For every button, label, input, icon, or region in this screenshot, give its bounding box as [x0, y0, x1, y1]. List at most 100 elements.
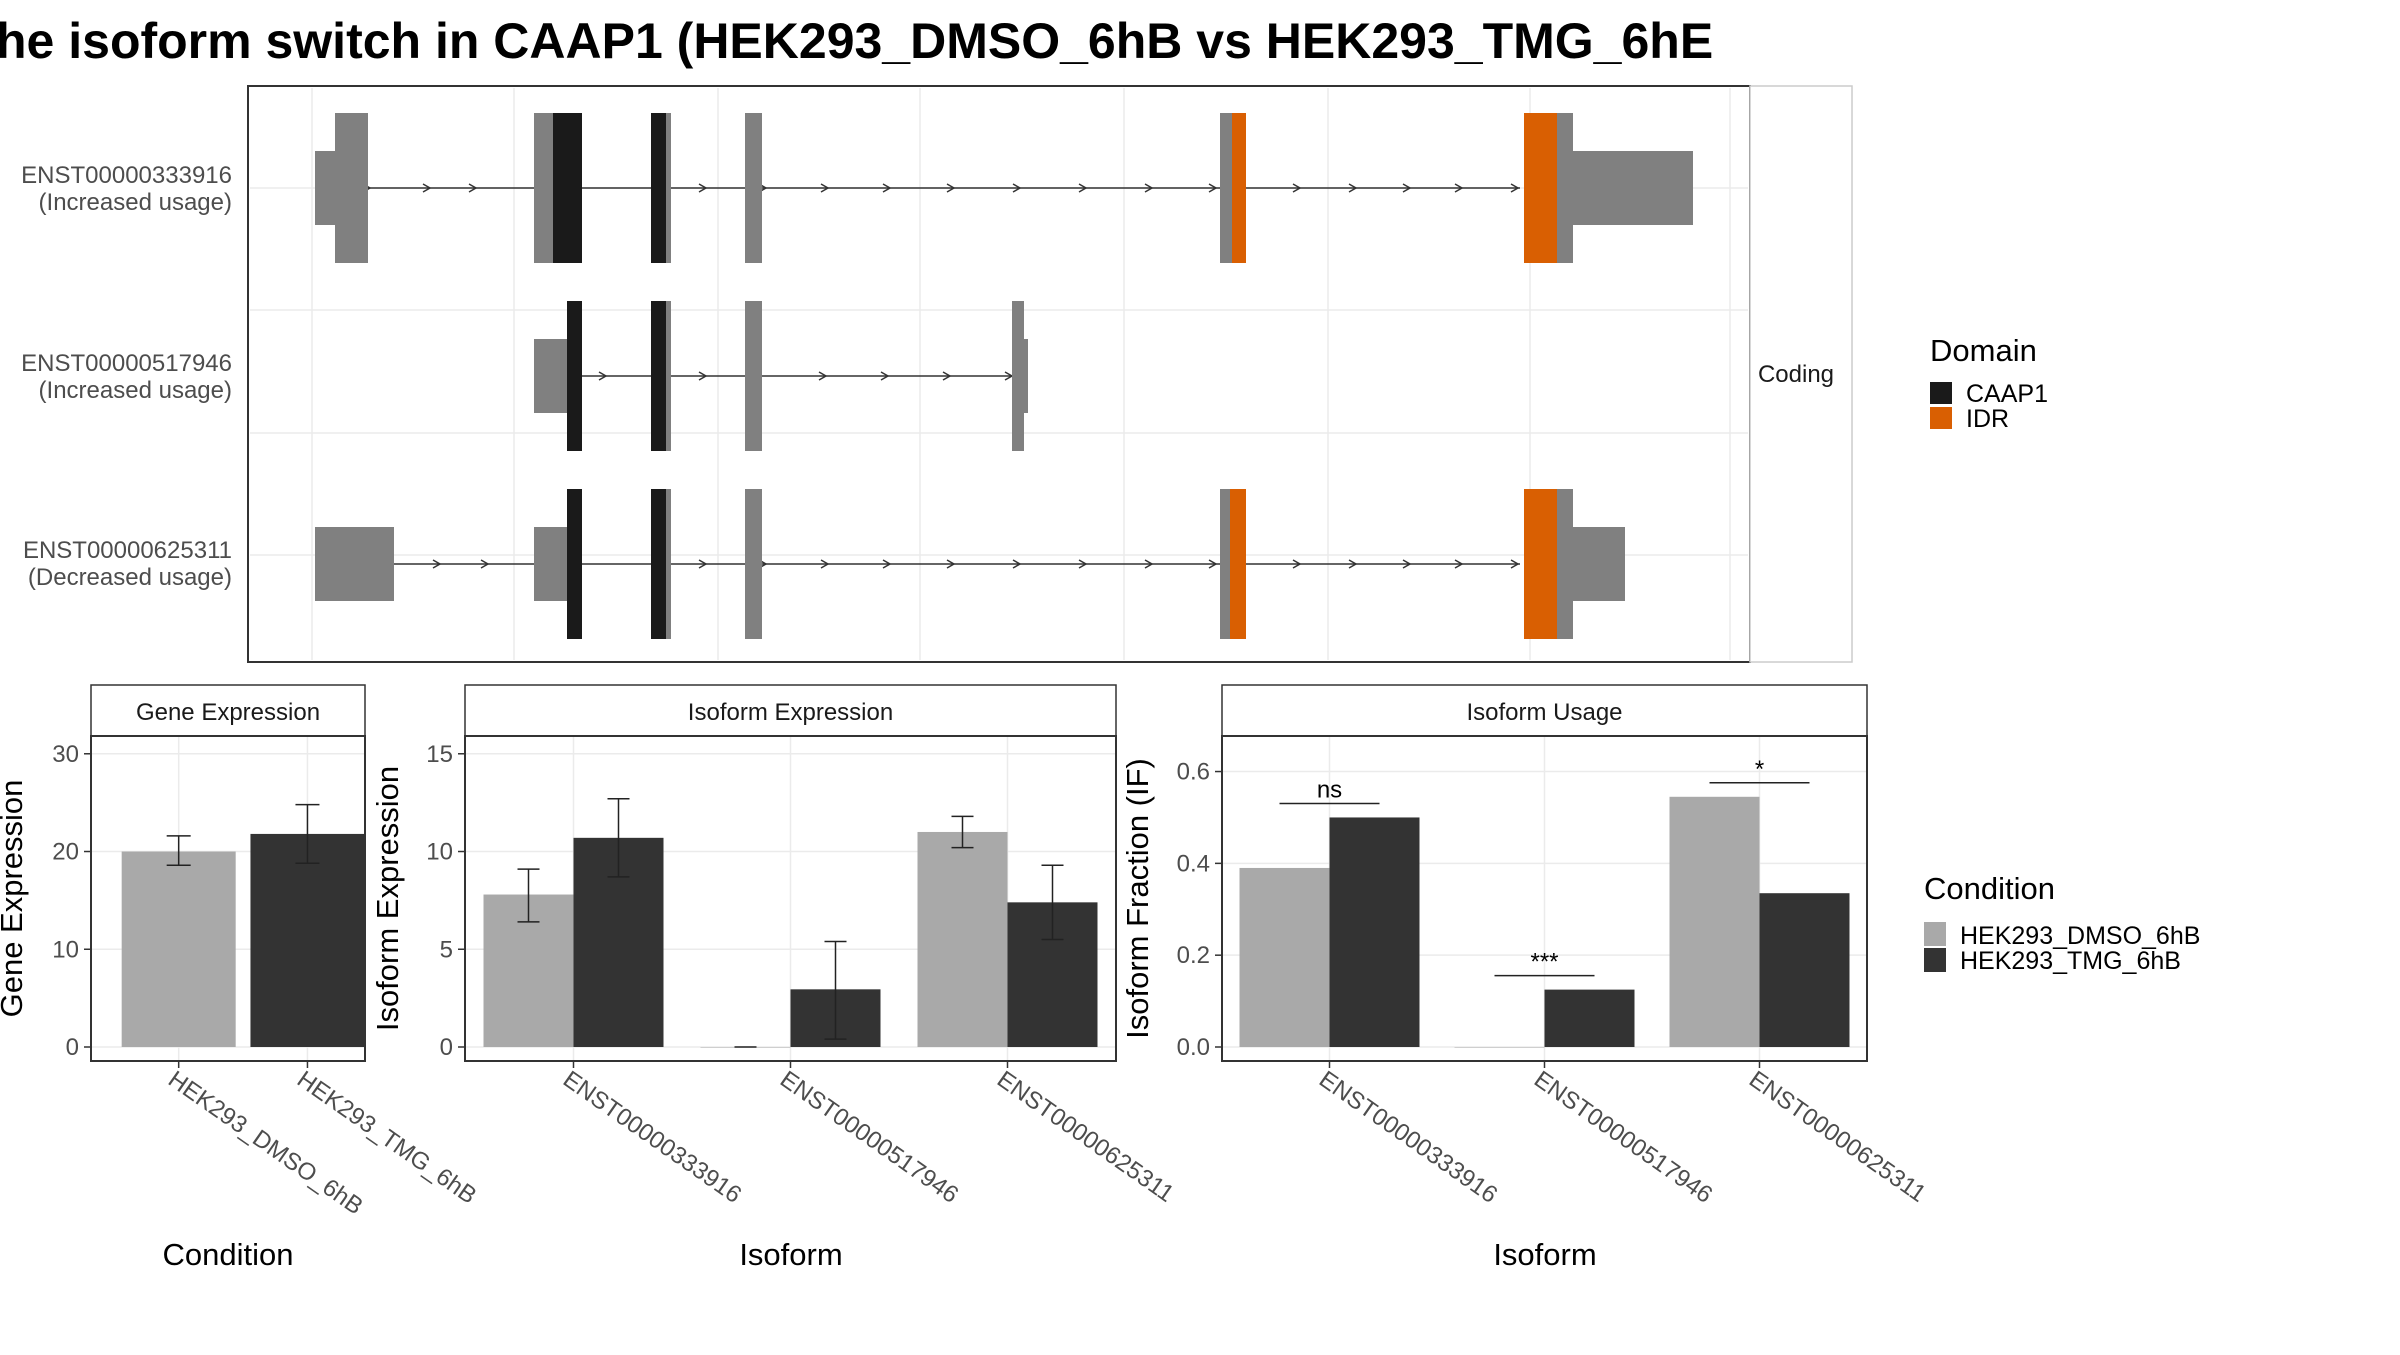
transcript-label-2-status: (Increased usage) — [39, 377, 232, 404]
transcript-label-1-id: ENST00000333916 — [21, 162, 232, 189]
chart-ytick-label-2-2: 10 — [426, 839, 453, 866]
intron-arrow-3-16 — [1510, 559, 1520, 569]
intron-arrow-1-14 — [1402, 183, 1412, 193]
structure-facet-label: Coding — [1758, 361, 1834, 388]
exon-block-2-2 — [651, 301, 666, 451]
exon-block-1-10 — [1557, 113, 1573, 263]
bar-3-0-0 — [1239, 867, 1330, 1047]
intron-arrow-1-6 — [882, 183, 892, 193]
exon-block-3-4 — [666, 489, 671, 639]
figure-title: he isoform switch in CAAP1 (HEK293_DMSO_… — [0, 13, 1713, 69]
exon-block-2-1 — [567, 301, 582, 451]
intron-arrow-1-15 — [1454, 183, 1464, 193]
bar-3-1-2 — [1759, 893, 1850, 1047]
transcript-label-3-status: (Decreased usage) — [28, 564, 232, 591]
chart-xtick-label-3-1: ENST00000517946 — [1529, 1066, 1717, 1209]
intron-arrow-1-10 — [1144, 183, 1154, 193]
significance-label-0: ns — [1317, 776, 1342, 803]
intron-arrow-1-12 — [1292, 183, 1302, 193]
exon-block-1-3 — [553, 113, 582, 263]
intron-arrow-1-9 — [1078, 183, 1088, 193]
exon-block-3-5 — [745, 489, 762, 639]
chart-border-1 — [90, 735, 366, 1062]
intron-arrow-3-7 — [946, 559, 956, 569]
condition-legend: Condition HEK293_DMSO_6hB HEK293_TMG_6hB — [1924, 871, 2200, 975]
intron-arrow-1-11 — [1208, 183, 1218, 193]
transcript-label-3-id: ENST00000625311 — [23, 537, 232, 564]
errorbar-1-0 — [166, 835, 191, 866]
intron-arrow-1-8 — [1012, 183, 1022, 193]
significance-label-1: *** — [1530, 949, 1558, 976]
structure-plot-border — [247, 85, 1751, 663]
chart-xtick-label-2-0: ENST00000333916 — [558, 1066, 746, 1209]
intron-arrow-2-3 — [880, 371, 890, 381]
chart-ytick-label-1-1: 10 — [52, 936, 79, 963]
bar-1-0 — [121, 851, 236, 1047]
exon-block-1-0 — [315, 151, 335, 225]
chart-xlabel-3: Isoform — [1493, 1237, 1596, 1272]
bar-2-0-2 — [917, 831, 1008, 1047]
domain-legend-key-caap1 — [1930, 382, 1952, 404]
chart-xlabel-1: Condition — [163, 1237, 294, 1272]
intron-arrow-1-2 — [468, 183, 478, 193]
intron-arrow-2-1 — [698, 371, 708, 381]
exon-block-3-1 — [534, 527, 567, 601]
intron-arrow-2-2 — [818, 371, 828, 381]
exon-block-2-6 — [1024, 339, 1028, 413]
chart-title-3: Isoform Usage — [1466, 699, 1622, 726]
domain-legend-label-caap1: CAAP1 — [1966, 380, 2048, 408]
bar-3-1-0 — [1329, 817, 1420, 1047]
chart-ytick-label-1-2: 20 — [52, 839, 79, 866]
chart-ytick-label-3-0: 0.0 — [1177, 1034, 1210, 1061]
exon-block-1-9 — [1524, 113, 1557, 263]
chart-xtick-label-2-2: ENST00000625311 — [992, 1066, 1179, 1208]
errorbar-2-0-2 — [951, 815, 974, 849]
errorbar-1-1 — [295, 803, 320, 864]
intron-arrow-3-13 — [1348, 559, 1358, 569]
condition-legend-title: Condition — [1924, 871, 2055, 906]
domain-legend-key-idr — [1930, 407, 1952, 429]
exon-block-1-8 — [1232, 113, 1246, 263]
intron-arrow-1-3 — [698, 183, 708, 193]
chart-ytick-label-2-3: 15 — [426, 741, 453, 768]
structure-marks — [315, 113, 1693, 639]
chart-ylabel-2: Isoform Expression — [370, 766, 405, 1031]
chart-title-1: Gene Expression — [136, 699, 320, 726]
intron-arrow-3-12 — [1292, 559, 1302, 569]
exon-block-3-7 — [1230, 489, 1246, 639]
bar-3-0-2 — [1669, 796, 1760, 1047]
intron-arrow-1-13 — [1348, 183, 1358, 193]
intron-arrow-3-11 — [1208, 559, 1218, 569]
exon-block-3-6 — [1220, 489, 1230, 639]
errorbar-2-1-2 — [1041, 864, 1064, 941]
chart-xtick-label-3-0: ENST00000333916 — [1314, 1066, 1502, 1209]
intron-arrow-3-14 — [1402, 559, 1412, 569]
exon-block-1-6 — [745, 113, 762, 263]
intron-arrow-2-4 — [942, 371, 952, 381]
exon-block-3-10 — [1573, 527, 1625, 601]
exon-block-3-0 — [315, 527, 394, 601]
exon-block-2-0 — [534, 339, 567, 413]
chart-ytick-label-3-3: 0.6 — [1177, 759, 1210, 786]
structure-panel: Coding ENST00000333916 (Increased usage)… — [21, 85, 1853, 663]
intron-arrow-3-5 — [820, 559, 830, 569]
exon-block-1-7 — [1220, 113, 1232, 263]
intron-arrow-2-0 — [598, 371, 608, 381]
chart-1: Gene Expression0102030HEK293_DMSO_6hBHEK… — [0, 684, 481, 1272]
chart-ytick-label-1-0: 0 — [66, 1034, 79, 1061]
domain-legend: Domain CAAP1 IDR — [1930, 333, 2048, 433]
intron-arrow-1-7 — [946, 183, 956, 193]
chart-xtick-label-3-2: ENST00000625311 — [1744, 1066, 1931, 1208]
structure-facet-strip — [1749, 85, 1853, 663]
exon-block-2-3 — [666, 301, 671, 451]
intron-arrow-3-3 — [698, 559, 708, 569]
intron-arrow-3-10 — [1144, 559, 1154, 569]
domain-legend-title: Domain — [1930, 333, 2037, 368]
condition-legend-label-dmso: HEK293_DMSO_6hB — [1960, 922, 2200, 950]
chart-ylabel-1: Gene Expression — [0, 780, 29, 1018]
exon-block-1-2 — [534, 113, 553, 263]
exon-block-3-9 — [1557, 489, 1573, 639]
chart-ytick-label-3-2: 0.4 — [1177, 850, 1210, 877]
